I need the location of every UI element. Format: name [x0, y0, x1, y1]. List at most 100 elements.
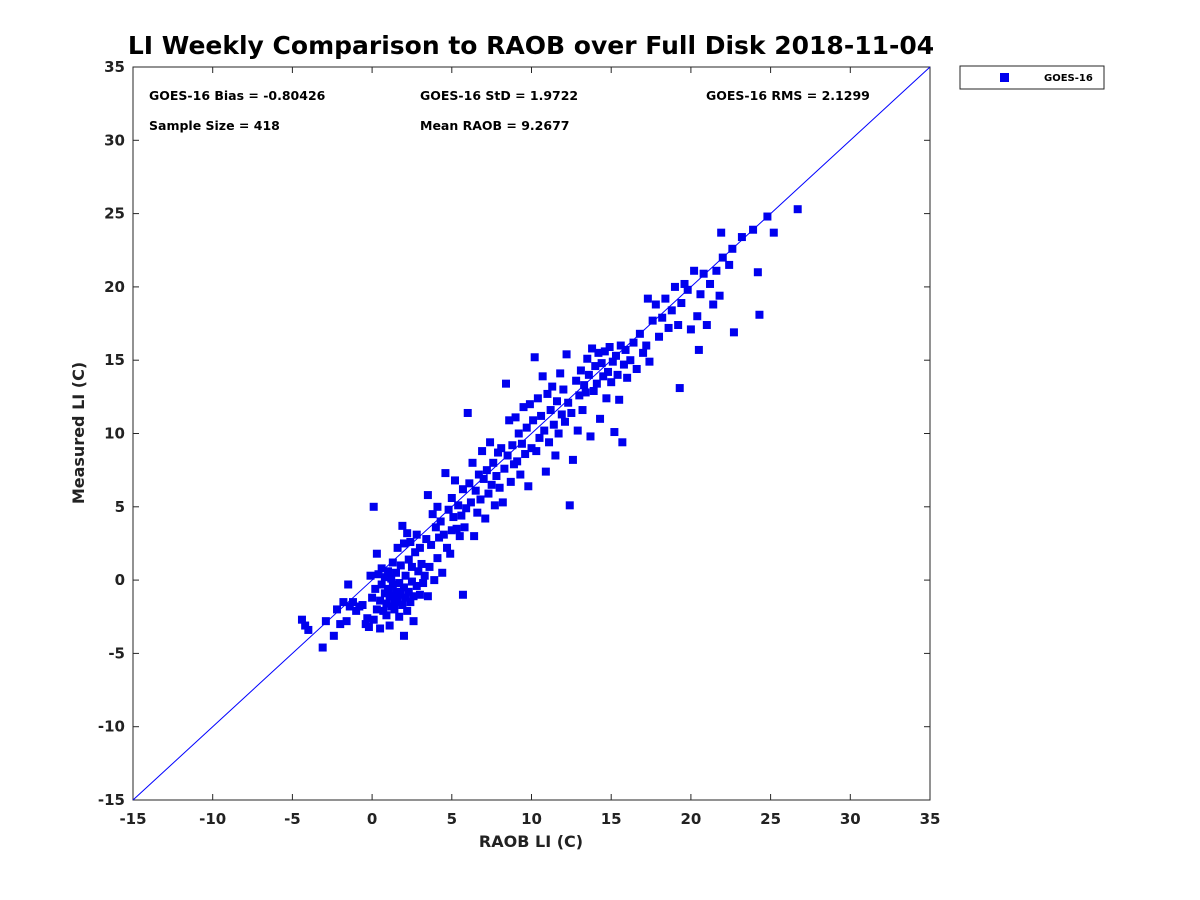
data-point [667, 306, 676, 315]
data-point [384, 567, 393, 576]
data-point [465, 479, 474, 488]
data-point [763, 212, 772, 221]
data-point [466, 498, 475, 507]
data-point [388, 580, 397, 589]
data-point [581, 388, 590, 397]
data-point [487, 480, 496, 489]
data-point [568, 455, 577, 464]
data-point [396, 590, 405, 599]
data-point [588, 344, 597, 353]
data-point [438, 568, 447, 577]
data-point [403, 606, 412, 615]
y-tick-label: -5 [108, 644, 125, 662]
data-point [619, 360, 628, 369]
data-point [417, 559, 426, 568]
data-point [407, 577, 416, 586]
data-point [407, 562, 416, 571]
data-point [399, 583, 408, 592]
y-axis-label: Measured LI (C) [69, 362, 88, 504]
data-point [712, 266, 721, 275]
data-point [643, 294, 652, 303]
data-point [680, 279, 689, 288]
axis-ticks: -15 -10 -5 0 5 10 15 20 25 30 35 -15 -10 -5 0 5 10 15 20 25… [98, 58, 941, 828]
data-point [525, 400, 534, 409]
data-point [441, 469, 450, 478]
data-point [629, 338, 638, 347]
data-point [380, 573, 389, 582]
data-point [428, 510, 437, 519]
one-to-one-line [132, 66, 931, 801]
data-points [297, 205, 802, 652]
data-point [729, 328, 738, 337]
data-point [425, 562, 434, 571]
x-tick-label: 0 [367, 810, 377, 828]
data-point [412, 581, 421, 590]
data-point [409, 617, 418, 626]
data-point [737, 233, 746, 242]
data-point [443, 543, 452, 552]
data-point [549, 420, 558, 429]
data-point [433, 554, 442, 563]
x-tick-label: 30 [840, 810, 861, 828]
data-point [301, 621, 310, 630]
data-point [395, 579, 404, 588]
data-point [576, 366, 585, 375]
data-point [670, 282, 679, 291]
data-point [675, 384, 684, 393]
data-point [387, 574, 396, 583]
data-point [718, 253, 727, 262]
data-point [463, 408, 472, 417]
data-point [517, 439, 526, 448]
data-point [372, 549, 381, 558]
data-point [694, 345, 703, 354]
data-point [486, 438, 495, 447]
data-point [390, 605, 399, 614]
data-point [404, 555, 413, 564]
data-point [538, 372, 547, 381]
data-point [623, 373, 632, 382]
data-point [422, 535, 431, 544]
x-tick-label: -15 [119, 810, 146, 828]
data-point [607, 378, 616, 387]
data-point [599, 372, 608, 381]
data-point [393, 598, 402, 607]
data-point [415, 590, 424, 599]
data-point [503, 451, 512, 460]
data-point [423, 592, 432, 601]
data-point [449, 513, 458, 522]
data-point [471, 486, 480, 495]
data-point [395, 612, 404, 621]
data-point [423, 491, 432, 500]
data-point [345, 602, 354, 611]
stat-bias: GOES-16 Bias = -0.80426 [149, 88, 326, 103]
data-point [495, 483, 504, 492]
data-point [753, 268, 762, 277]
data-point [575, 391, 584, 400]
data-point [717, 228, 726, 237]
data-point [608, 357, 617, 366]
data-point [699, 269, 708, 278]
data-point [304, 625, 313, 634]
data-point [709, 300, 718, 309]
data-point [458, 590, 467, 599]
data-point [409, 592, 418, 601]
data-point [455, 532, 464, 541]
data-point [427, 540, 436, 549]
data-point [489, 458, 498, 467]
data-point [344, 580, 353, 589]
y-tick-label: 10 [104, 425, 125, 443]
data-point [769, 228, 778, 237]
data-point [557, 410, 566, 419]
data-point [530, 353, 539, 362]
data-point [651, 300, 660, 309]
data-point [537, 411, 546, 420]
data-point [342, 617, 351, 626]
data-point [498, 498, 507, 507]
data-point [411, 548, 420, 557]
data-point [364, 623, 373, 632]
y-tick-label: -10 [98, 718, 125, 736]
data-point [458, 485, 467, 494]
data-point [500, 464, 509, 473]
data-point [447, 526, 456, 535]
data-point [596, 414, 605, 423]
